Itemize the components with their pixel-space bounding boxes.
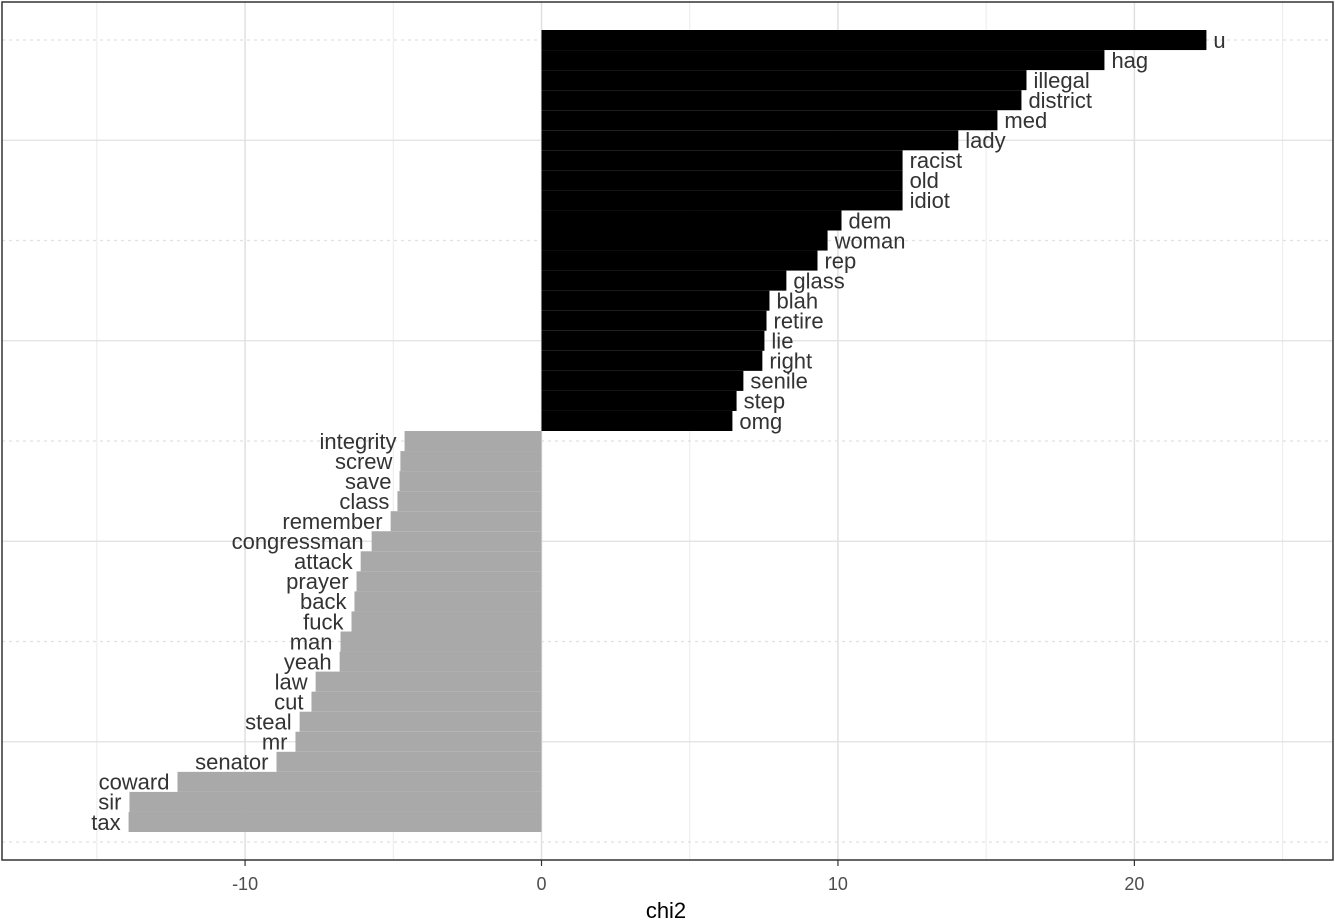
bar-label: coward (99, 770, 170, 795)
plot-border (1, 1, 1334, 861)
bar (541, 70, 1027, 91)
bar-label: right (769, 349, 812, 374)
bar (541, 250, 818, 271)
bar-label: steal (245, 710, 291, 735)
bar-label: district (1028, 88, 1092, 113)
bar-label: law (275, 669, 308, 694)
bar-label: idiot (910, 188, 950, 213)
bar-label: tax (91, 810, 120, 835)
bar (390, 511, 542, 532)
bar (541, 50, 1105, 71)
bar-label: sir (98, 790, 121, 815)
bar-label: fuck (303, 609, 344, 634)
bar (541, 350, 763, 371)
x-axis-title: chi2 (646, 898, 686, 923)
bar (356, 571, 542, 592)
bar (541, 150, 903, 171)
bar (404, 431, 542, 452)
bar (360, 551, 542, 572)
bar-label: dem (849, 208, 892, 233)
bar (541, 90, 1022, 111)
bar (399, 471, 542, 492)
bar-label: illegal (1033, 68, 1089, 93)
bar (541, 230, 828, 251)
bar-label: hag (1111, 48, 1148, 73)
bar-label: class (339, 489, 389, 514)
bar-label: lie (771, 329, 793, 354)
bar-label: mr (262, 730, 288, 755)
bar (311, 691, 542, 712)
bar (299, 711, 542, 732)
bar-label: back (300, 589, 347, 614)
bar (177, 771, 542, 792)
bar-label: cut (274, 689, 303, 714)
bar (354, 591, 542, 612)
bars (128, 30, 1207, 832)
bar-label: screw (335, 449, 393, 474)
bar (541, 30, 1207, 51)
bar-label: u (1213, 28, 1225, 53)
bar-label: racist (910, 148, 963, 173)
bar (541, 130, 959, 151)
bar-label: woman (834, 228, 906, 253)
bar-label: save (345, 469, 391, 494)
bar (371, 531, 542, 552)
bar (295, 731, 542, 752)
bar (541, 290, 770, 311)
bar (339, 651, 542, 672)
x-tick-label: 0 (537, 874, 547, 894)
bar-label: integrity (320, 429, 397, 454)
bar (541, 410, 733, 431)
bar (397, 491, 542, 512)
bar-label: prayer (286, 569, 348, 594)
bar (315, 671, 542, 692)
bar (541, 210, 842, 231)
bar (541, 170, 903, 191)
x-tick-label: 20 (1124, 874, 1144, 894)
bar-label: senator (195, 750, 268, 775)
bar (340, 631, 542, 652)
bar (128, 811, 542, 832)
bar (276, 751, 542, 772)
bar (541, 330, 765, 351)
bar (541, 310, 767, 331)
bar-label: man (290, 629, 333, 654)
bar-label: retire (774, 309, 824, 334)
bar (351, 611, 542, 632)
x-axis: -10 0 10 20 (232, 860, 1144, 894)
bar-label: congressman (232, 529, 364, 554)
bar (541, 110, 998, 131)
bar (541, 370, 744, 391)
bar-labels: u hag illegaldistrictmedladyracistoldidiot… (91, 28, 1225, 835)
bar (541, 390, 737, 411)
bar (541, 190, 903, 211)
bar-label: step (744, 389, 786, 414)
bar-label: senile (750, 369, 807, 394)
bar (129, 791, 542, 812)
bar-label: lady (965, 128, 1005, 153)
bar-label: remember (282, 509, 382, 534)
bar-label: med (1004, 108, 1047, 133)
bar-label: rep (824, 248, 856, 273)
bar (541, 270, 787, 291)
bar-label: blah (776, 288, 818, 313)
bar-label: yeah (284, 649, 332, 674)
x-tick-label: 10 (828, 874, 848, 894)
bar-label: omg (739, 409, 782, 434)
bar-label: glass (793, 268, 844, 293)
bar (400, 451, 542, 472)
bar-label: old (910, 168, 939, 193)
x-tick-label: -10 (232, 874, 258, 894)
bar-label: attack (294, 549, 354, 574)
